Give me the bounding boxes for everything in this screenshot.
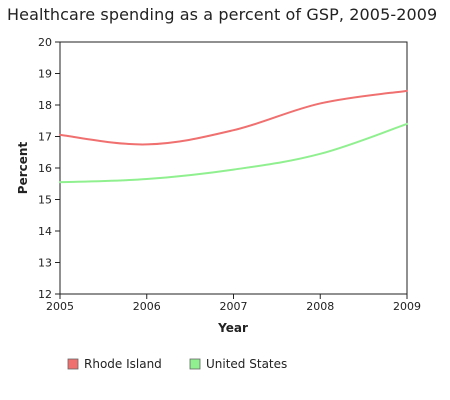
y-tick-label: 16 bbox=[38, 162, 52, 175]
chart-title: Healthcare spending as a percent of GSP,… bbox=[7, 5, 438, 24]
x-axis-ticks: 2005 2006 2007 2008 2009 bbox=[46, 294, 421, 313]
y-tick-label: 15 bbox=[38, 194, 52, 207]
legend-item-rhode-island[interactable]: Rhode Island bbox=[67, 357, 162, 371]
series-line-rhode-island bbox=[59, 89, 408, 146]
plot-area bbox=[59, 41, 408, 295]
x-axis-title: Year bbox=[217, 321, 248, 335]
x-tick-label: 2009 bbox=[393, 300, 421, 313]
y-tick-label: 18 bbox=[38, 99, 52, 112]
legend-swatch bbox=[189, 358, 201, 370]
y-tick-label: 20 bbox=[38, 36, 52, 49]
x-tick-label: 2005 bbox=[46, 300, 74, 313]
legend-item-united-states[interactable]: United States bbox=[189, 357, 287, 371]
series-lines bbox=[59, 89, 408, 184]
y-axis-ticks: 12 13 14 15 16 17 18 19 20 bbox=[38, 36, 60, 301]
legend: Rhode Island United States bbox=[67, 357, 287, 371]
legend-label: United States bbox=[206, 357, 287, 371]
x-tick-label: 2006 bbox=[133, 300, 161, 313]
x-tick-label: 2007 bbox=[220, 300, 248, 313]
legend-swatch bbox=[67, 358, 79, 370]
y-tick-label: 13 bbox=[38, 257, 52, 270]
y-tick-label: 12 bbox=[38, 288, 52, 301]
legend-label: Rhode Island bbox=[84, 357, 162, 371]
x-tick-label: 2008 bbox=[306, 300, 334, 313]
y-tick-label: 14 bbox=[38, 225, 52, 238]
series-line-united-states bbox=[59, 122, 408, 184]
y-axis-title: Percent bbox=[16, 142, 30, 195]
y-tick-label: 19 bbox=[38, 68, 52, 81]
y-tick-label: 17 bbox=[38, 131, 52, 144]
